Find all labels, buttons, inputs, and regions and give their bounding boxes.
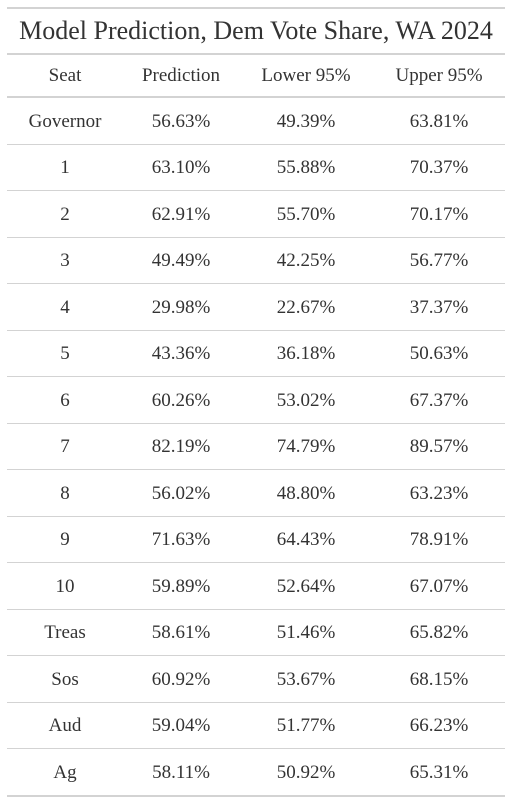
cell-lower-95: 48.80% — [276, 482, 336, 504]
cell-seat: Aud — [48, 715, 82, 737]
table-row: 5 43.36% 36.18% 50.63% — [7, 331, 505, 377]
cell-lower-95: 52.64% — [276, 575, 336, 597]
cell-seat: 3 — [60, 250, 70, 272]
cell-lower-95: 50.92% — [276, 761, 336, 783]
cell-lower-95: 42.25% — [276, 250, 336, 272]
cell-prediction: 59.89% — [151, 575, 211, 597]
cell-upper-95: 70.37% — [409, 157, 469, 179]
cell-upper-95: 70.17% — [409, 203, 469, 225]
cell-lower-95: 49.39% — [276, 110, 336, 132]
cell-prediction: 58.11% — [152, 761, 210, 783]
cell-lower-95: 64.43% — [276, 529, 336, 551]
cell-upper-95: 67.07% — [409, 575, 469, 597]
column-header-prediction: Prediction — [141, 64, 221, 86]
cell-upper-95: 89.57% — [409, 436, 469, 458]
table-title: Model Prediction, Dem Vote Share, WA 202… — [7, 9, 505, 55]
table-row: Treas 58.61% 51.46% 65.82% — [7, 610, 505, 656]
cell-upper-95: 65.31% — [409, 761, 469, 783]
cell-upper-95: 37.37% — [409, 296, 469, 318]
table-row: Governor 56.63% 49.39% 63.81% — [7, 98, 505, 145]
cell-seat: Governor — [28, 110, 102, 132]
cell-lower-95: 74.79% — [276, 436, 336, 458]
cell-lower-95: 22.67% — [276, 296, 336, 318]
table-row: 8 56.02% 48.80% 63.23% — [7, 470, 505, 517]
column-header-upper-95: Upper 95% — [395, 64, 483, 86]
cell-seat: 7 — [60, 436, 70, 458]
cell-seat: 4 — [60, 296, 70, 318]
cell-lower-95: 55.88% — [276, 157, 336, 179]
cell-lower-95: 53.67% — [276, 668, 336, 690]
cell-prediction: 62.91% — [151, 203, 211, 225]
table-row: Ag 58.11% 50.92% 65.31% — [7, 749, 505, 797]
cell-upper-95: 63.23% — [409, 482, 469, 504]
cell-upper-95: 68.15% — [409, 668, 469, 690]
cell-upper-95: 67.37% — [409, 389, 469, 411]
cell-prediction: 43.36% — [151, 343, 211, 365]
cell-lower-95: 51.46% — [276, 622, 336, 644]
table-row: 2 62.91% 55.70% 70.17% — [7, 191, 505, 238]
column-header-lower-95: Lower 95% — [261, 64, 351, 86]
cell-prediction: 82.19% — [151, 436, 211, 458]
cell-seat: 10 — [55, 575, 75, 597]
cell-prediction: 56.02% — [151, 482, 211, 504]
table-header-row: Seat Prediction Lower 95% Upper 95% — [7, 55, 505, 98]
prediction-table: Model Prediction, Dem Vote Share, WA 202… — [7, 7, 505, 797]
table-top-rule — [7, 7, 505, 9]
cell-seat: 6 — [60, 389, 70, 411]
cell-lower-95: 55.70% — [276, 203, 336, 225]
cell-prediction: 56.63% — [151, 110, 211, 132]
cell-upper-95: 56.77% — [409, 250, 469, 272]
cell-lower-95: 53.02% — [276, 389, 336, 411]
cell-seat: 8 — [60, 482, 70, 504]
cell-upper-95: 78.91% — [409, 529, 469, 551]
table-row: 9 71.63% 64.43% 78.91% — [7, 517, 505, 563]
table-row: 1 63.10% 55.88% 70.37% — [7, 145, 505, 191]
cell-lower-95: 36.18% — [276, 343, 336, 365]
cell-upper-95: 50.63% — [409, 343, 469, 365]
cell-prediction: 29.98% — [151, 296, 211, 318]
table-row: 6 60.26% 53.02% 67.37% — [7, 377, 505, 424]
cell-seat: Ag — [53, 761, 77, 783]
cell-seat: 9 — [60, 529, 70, 551]
table-row: Aud 59.04% 51.77% 66.23% — [7, 703, 505, 749]
cell-lower-95: 51.77% — [276, 715, 336, 737]
cell-upper-95: 63.81% — [409, 110, 469, 132]
cell-prediction: 58.61% — [151, 622, 211, 644]
cell-seat: Treas — [44, 622, 86, 644]
table-row: 4 29.98% 22.67% 37.37% — [7, 284, 505, 331]
column-header-seat: Seat — [48, 64, 82, 86]
cell-prediction: 60.92% — [151, 668, 211, 690]
cell-upper-95: 66.23% — [409, 715, 469, 737]
cell-prediction: 60.26% — [151, 389, 211, 411]
cell-seat: 2 — [60, 203, 70, 225]
cell-seat: 1 — [60, 157, 70, 179]
cell-prediction: 63.10% — [151, 157, 211, 179]
table-row: 3 49.49% 42.25% 56.77% — [7, 238, 505, 284]
cell-upper-95: 65.82% — [409, 622, 469, 644]
cell-seat: 5 — [60, 343, 70, 365]
table-row: 10 59.89% 52.64% 67.07% — [7, 563, 505, 610]
cell-seat: Sos — [51, 668, 79, 690]
cell-prediction: 59.04% — [151, 715, 211, 737]
table-row: Sos 60.92% 53.67% 68.15% — [7, 656, 505, 703]
cell-prediction: 71.63% — [151, 529, 211, 551]
table-row: 7 82.19% 74.79% 89.57% — [7, 424, 505, 470]
cell-prediction: 49.49% — [151, 250, 211, 272]
table-body: Governor 56.63% 49.39% 63.81% 1 63.10% 55.88% 7… — [7, 98, 505, 797]
